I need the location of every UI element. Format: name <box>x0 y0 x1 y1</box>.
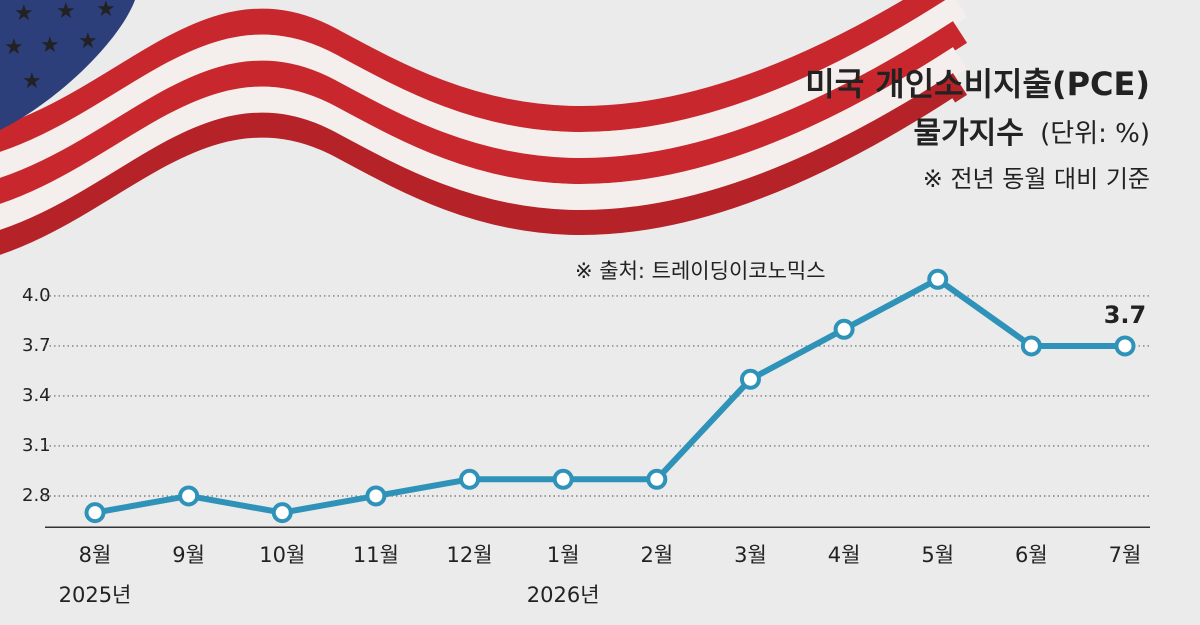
x-tick-label: 10월 <box>259 543 305 567</box>
marker <box>178 485 200 507</box>
marker <box>459 468 481 490</box>
x-tick-label: 6월 <box>1015 543 1048 567</box>
x-tick-sublabel: 2026년 <box>527 583 600 607</box>
x-tick-label: 1월 <box>547 543 580 567</box>
marker <box>552 468 574 490</box>
x-tick-sublabel: 2025년 <box>59 583 132 607</box>
svg-text:★: ★ <box>22 69 42 94</box>
y-tick-label: 2.8 <box>22 485 51 506</box>
svg-text:★: ★ <box>78 29 98 54</box>
x-tick-label: 5월 <box>921 543 954 567</box>
svg-text:★: ★ <box>40 33 60 58</box>
marker <box>739 368 761 390</box>
marker <box>1114 335 1136 357</box>
marker <box>927 268 949 290</box>
x-tick-label: 3월 <box>734 543 767 567</box>
y-tick-label: 3.1 <box>22 435 51 456</box>
marker <box>365 485 387 507</box>
x-tick-label: 11월 <box>353 543 399 567</box>
x-tick-label: 8월 <box>79 543 112 567</box>
line <box>94 276 1125 516</box>
marker <box>833 318 855 340</box>
marker <box>271 502 293 524</box>
y-tick-label: 3.4 <box>22 385 51 406</box>
marker <box>646 468 668 490</box>
x-tick-label: 12월 <box>447 543 493 567</box>
y-tick-label: 3.7 <box>22 335 51 356</box>
chart-title-line2: 물가지수 (단위: %) <box>913 116 1150 151</box>
source: ※ 출처: 트레이딩이코노믹스 <box>575 259 826 283</box>
marker <box>1020 335 1042 357</box>
svg-text:★: ★ <box>4 35 24 60</box>
x-tick-label: 2월 <box>640 543 673 567</box>
svg-text:★: ★ <box>14 1 34 26</box>
flag-decoration: ★ ★ ★ ★ ★ ★ ★ <box>0 0 968 285</box>
x-tick-label: 9월 <box>172 543 205 567</box>
chart-title: 미국 개인소비지출(PCE) <box>805 65 1150 103</box>
y-tick-label: 4.0 <box>22 285 51 306</box>
svg-text:★: ★ <box>96 0 116 22</box>
chart-subtitle: 물가지수 <box>913 116 1023 151</box>
x-tick-label: 7월 <box>1109 543 1142 567</box>
x-tick-label: 4월 <box>828 543 861 567</box>
marker <box>84 502 106 524</box>
svg-text:★: ★ <box>56 0 76 24</box>
unit-note: (단위: %) <box>1040 119 1150 149</box>
note: ※ 전년 동월 대비 기준 <box>923 165 1150 193</box>
value-label: 3.7 <box>1104 301 1147 329</box>
